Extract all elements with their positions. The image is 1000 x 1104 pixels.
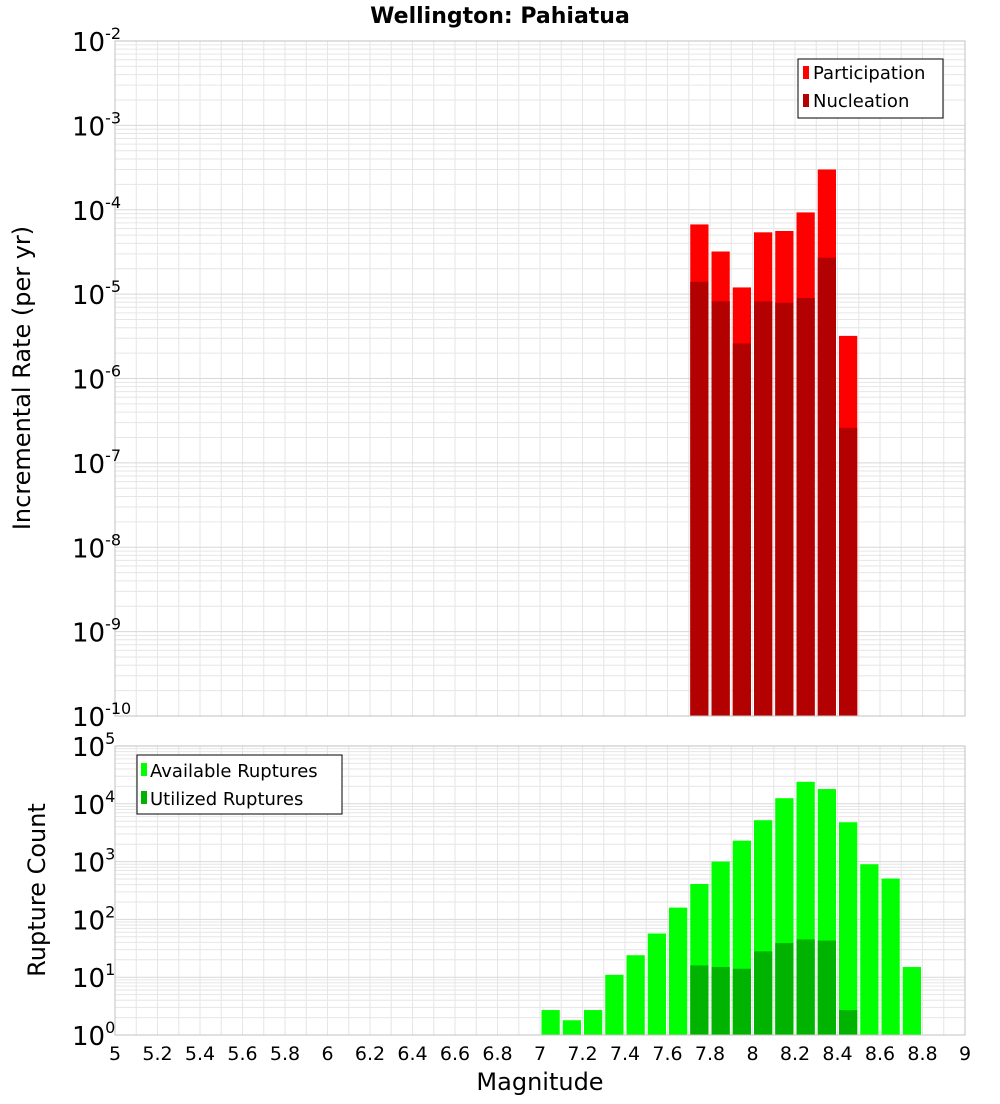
available-bar <box>902 967 921 1035</box>
x-tick-label: 6.8 <box>482 1043 512 1065</box>
utilized-bar <box>711 967 730 1035</box>
available-bar <box>584 1010 603 1035</box>
rate-y-axis-label: Incremental Rate (per yr) <box>8 226 36 530</box>
x-tick-label: 5 <box>109 1043 121 1065</box>
y-tick-label: 101 <box>72 960 115 994</box>
y-tick-label: 102 <box>72 902 115 936</box>
x-tick-label: 5.6 <box>227 1043 257 1065</box>
available-bar <box>647 933 666 1035</box>
x-tick-label: 6 <box>321 1043 333 1065</box>
available-bar <box>562 1020 581 1035</box>
nucleation-bar <box>775 302 794 716</box>
legend-swatch-available <box>141 763 147 776</box>
utilized-bar <box>690 965 709 1035</box>
legend-swatch-nucleation <box>803 94 809 107</box>
nucleation-bar <box>796 297 815 716</box>
x-tick-label: 8.6 <box>865 1043 895 1065</box>
nucleation-bar <box>711 301 730 716</box>
y-tick-label: 104 <box>72 787 115 821</box>
x-tick-label: 7.4 <box>610 1043 640 1065</box>
count-plot-x-ticks: 5 5.2 5.4 5.6 5.8 6 6.2 6.4 6.6 6.8 7 7.2 7.4 7.6 7.8 8… <box>109 1043 971 1065</box>
y-tick-label: 105 <box>72 729 115 763</box>
y-tick-label: 103 <box>72 845 115 879</box>
legend-label-participation: Participation <box>813 63 925 84</box>
x-tick-label: 7.2 <box>567 1043 597 1065</box>
available-bar <box>669 907 688 1035</box>
nucleation-bar <box>732 343 751 716</box>
rate-plot-grid <box>114 41 966 717</box>
rate-legend-box <box>797 58 944 119</box>
available-bar <box>626 955 645 1035</box>
utilized-bar <box>754 951 773 1035</box>
utilized-bar <box>732 968 751 1035</box>
y-tick-label: 10-7 <box>72 446 121 480</box>
y-tick-label: 10-10 <box>72 699 131 733</box>
x-tick-label: 8.8 <box>907 1043 937 1065</box>
rate-plot-frame <box>114 40 966 717</box>
available-bar <box>605 974 624 1035</box>
x-tick-label: 7 <box>534 1043 546 1065</box>
count-legend: Available Ruptures Utilized Ruptures <box>136 754 343 815</box>
nucleation-bar <box>839 427 858 716</box>
x-tick-label: 8.4 <box>822 1043 852 1065</box>
rate-plot-bars <box>690 169 858 717</box>
y-tick-label: 100 <box>72 1018 115 1052</box>
y-tick-label: 10-2 <box>72 24 121 58</box>
legend-label-utilized: Utilized Ruptures <box>150 789 303 810</box>
x-tick-label: 8.2 <box>780 1043 810 1065</box>
rate-plot: 10-10 10-9 10-8 10-7 10-6 10-5 10-4 10-3 10-2 In… <box>8 24 966 733</box>
nucleation-bar <box>817 257 836 716</box>
utilized-bar <box>817 940 836 1035</box>
x-tick-label: 7.8 <box>695 1043 725 1065</box>
available-bar <box>860 864 879 1035</box>
count-legend-box <box>136 754 343 815</box>
y-tick-label: 10-8 <box>72 530 121 564</box>
x-tick-label: 6.2 <box>355 1043 385 1065</box>
count-plot-y-ticks: 100 101 102 103 104 105 <box>72 729 115 1052</box>
y-tick-label: 10-5 <box>72 277 121 311</box>
y-tick-label: 10-9 <box>72 615 121 649</box>
x-tick-label: 5.4 <box>185 1043 215 1065</box>
nucleation-bar <box>690 281 709 716</box>
available-bar <box>839 822 858 1035</box>
count-plot: 100 101 102 103 104 105 5 5.2 5.4 5.6 5.8 6 6.2 6.4 6… <box>23 729 971 1096</box>
x-tick-label: 7.6 <box>652 1043 682 1065</box>
available-bar <box>541 1010 560 1035</box>
x-tick-label: 5.8 <box>270 1043 300 1065</box>
x-axis-label: Magnitude <box>476 1068 603 1096</box>
rate-plot-y-ticks: 10-10 10-9 10-8 10-7 10-6 10-5 10-4 10-3 10-2 <box>72 24 131 733</box>
x-tick-label: 6.4 <box>397 1043 427 1065</box>
utilized-bar <box>796 939 815 1035</box>
legend-swatch-participation <box>803 66 809 79</box>
available-bar <box>881 878 900 1035</box>
utilized-bar <box>839 1010 858 1035</box>
count-y-axis-label: Rupture Count <box>23 803 51 977</box>
x-tick-label: 8 <box>746 1043 758 1065</box>
count-plot-bars <box>541 781 921 1035</box>
legend-label-nucleation: Nucleation <box>813 91 909 112</box>
x-tick-label: 6.6 <box>440 1043 470 1065</box>
rate-legend: Participation Nucleation <box>797 58 944 119</box>
legend-label-available: Available Ruptures <box>150 761 318 782</box>
count-plot-frame <box>114 745 966 1036</box>
chart-title: Wellington: Pahiatua <box>370 4 630 29</box>
y-tick-label: 10-4 <box>72 193 121 227</box>
x-tick-label: 9 <box>959 1043 971 1065</box>
nucleation-bar <box>754 301 773 716</box>
y-tick-label: 10-6 <box>72 362 121 396</box>
x-tick-label: 5.2 <box>142 1043 172 1065</box>
utilized-bar <box>775 943 794 1035</box>
y-tick-label: 10-3 <box>72 108 121 142</box>
legend-swatch-utilized <box>141 791 147 804</box>
